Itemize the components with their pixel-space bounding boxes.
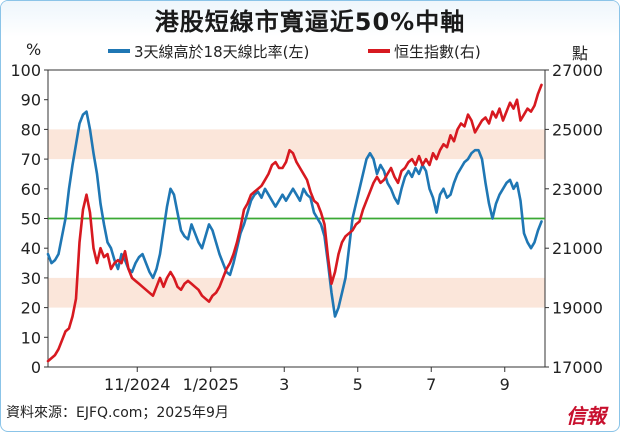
left-tick-label-20: 20	[21, 299, 41, 318]
legend-swatch-hsi	[368, 48, 390, 53]
shaded-band-1	[48, 129, 545, 160]
right-tick-label-25000: 25000	[552, 120, 603, 139]
shaded-band-0	[48, 277, 545, 308]
x-tick-label-5: 9	[500, 375, 510, 394]
right-axis-unit: 點	[572, 44, 589, 63]
x-tick-label-0: 11/2024	[104, 375, 170, 394]
legend-label-hsi: 恒生指數(右)	[394, 43, 481, 61]
chart-title: 港股短線市寬逼近50%中軸	[154, 8, 466, 36]
left-tick-label-30: 30	[21, 269, 41, 288]
left-tick-label-80: 80	[21, 120, 41, 139]
right-tick-label-21000: 21000	[552, 239, 603, 258]
left-tick-label-100: 100	[10, 61, 41, 80]
x-tick-label-3: 5	[353, 375, 363, 394]
left-tick-label-10: 10	[21, 328, 41, 347]
left-tick-label-40: 40	[21, 239, 41, 258]
x-tick-label-4: 7	[426, 375, 436, 394]
x-tick-label-2: 3	[279, 375, 289, 394]
right-tick-label-23000: 23000	[552, 180, 603, 199]
right-tick-label-19000: 19000	[552, 299, 603, 318]
right-tick-label-27000: 27000	[552, 61, 603, 80]
series-line-hsi	[46, 83, 543, 363]
legend-item-hsi: 恒生指數(右)	[368, 41, 481, 62]
legend-item-breadth: 3天線高於18天線比率(左)	[108, 41, 309, 62]
left-axis-unit: %	[26, 40, 42, 59]
legend-swatch-breadth	[108, 48, 130, 53]
header-band	[1, 1, 619, 37]
left-tick-label-90: 90	[21, 91, 41, 110]
x-tick-label-1: 1/2025	[183, 375, 239, 394]
source-note: 資料來源：EJFQ.com；2025年9月	[6, 405, 229, 421]
right-tick-label-17000: 17000	[552, 358, 603, 377]
legend-label-breadth: 3天線高於18天線比率(左)	[134, 43, 310, 61]
left-tick-label-70: 70	[21, 150, 41, 169]
left-tick-label-50: 50	[21, 210, 41, 229]
left-tick-label-60: 60	[21, 180, 41, 199]
left-tick-label-0: 0	[31, 358, 41, 377]
brand-logo: 信報	[566, 404, 606, 428]
